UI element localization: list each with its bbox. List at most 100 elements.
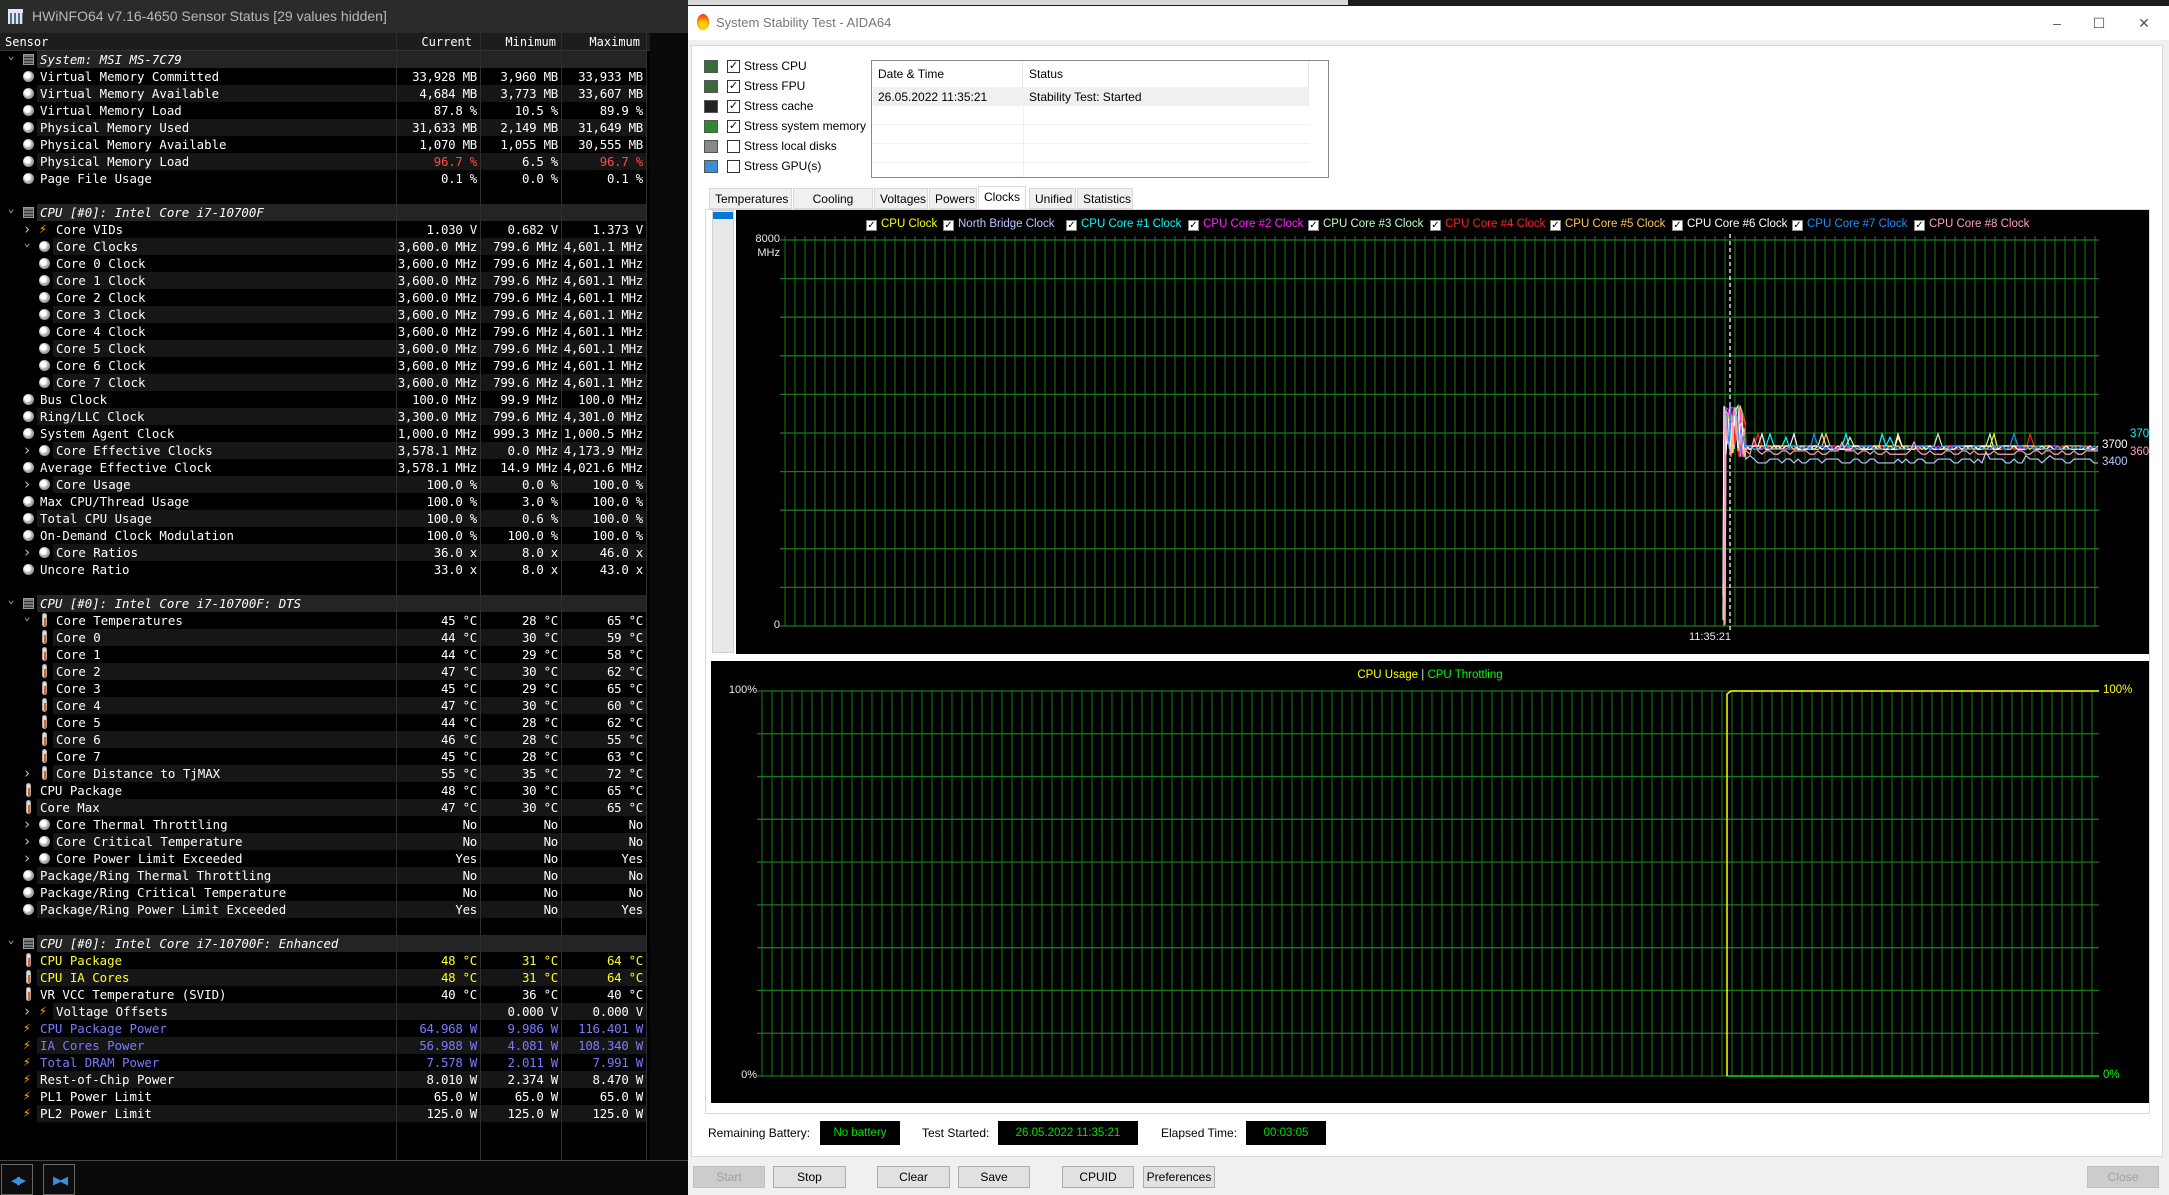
chevron-right-icon[interactable]: › — [22, 764, 32, 782]
sensor-row[interactable]: Physical Memory Load 96.7 % 6.5 % 96.7 % — [0, 153, 646, 170]
sensor-row[interactable]: ⚡ IA Cores Power 56.988 W 4.081 W 108.340 W — [0, 1037, 646, 1054]
legend-item[interactable]: ✓ CPU Core #8 Clock — [1914, 218, 2029, 231]
sensor-row[interactable]: CPU IA Cores 48 °C 31 °C 64 °C — [0, 969, 646, 986]
stress-option-label[interactable]: Stress cache — [744, 99, 814, 113]
close-button[interactable]: Close — [2087, 1166, 2159, 1188]
legend-checkbox[interactable]: ✓ — [866, 220, 877, 231]
chevron-right-icon[interactable]: › — [22, 441, 32, 459]
start-button[interactable]: Start — [693, 1166, 765, 1188]
sensor-row[interactable]: Core 6 46 °C 28 °C 55 °C — [0, 731, 646, 748]
column-header-current[interactable]: Current — [421, 35, 472, 49]
legend-item[interactable]: ✓ CPU Core #6 Clock — [1672, 218, 1787, 231]
sensor-row[interactable]: › Core Effective Clocks 3,578.1 MHz 0.0 MHz… — [0, 442, 646, 459]
chevron-down-icon[interactable]: ⌄ — [23, 236, 31, 249]
sensor-row[interactable]: › Core Distance to TjMAX 55 °C 35 °C 72 °C — [0, 765, 646, 782]
sensor-row[interactable]: Core 3 Clock 3,600.0 MHz 799.6 MHz 4,601.1 … — [0, 306, 646, 323]
log-row[interactable]: 26.05.2022 11:35:21 Stability Test: Star… — [873, 87, 1309, 106]
legend-checkbox[interactable]: ✓ — [1430, 220, 1441, 231]
sensor-group-row[interactable]: ⌄ CPU [#0]: Intel Core i7-10700F: Enhance… — [0, 933, 646, 952]
chevron-right-icon[interactable]: › — [22, 1002, 32, 1020]
legend-item[interactable]: ✓ CPU Core #3 Clock — [1308, 218, 1423, 231]
legend-item[interactable]: ✓ CPU Clock — [866, 218, 937, 231]
legend-item[interactable]: ✓ CPU Core #4 Clock — [1430, 218, 1545, 231]
sensor-row[interactable]: On-Demand Clock Modulation 100.0 % 100.0 %… — [0, 527, 646, 544]
minimize-button[interactable]: – — [2053, 15, 2061, 31]
legend-checkbox[interactable]: ✓ — [1308, 220, 1319, 231]
sensor-row[interactable]: Core 2 Clock 3,600.0 MHz 799.6 MHz 4,601.1 … — [0, 289, 646, 306]
stress-option-label[interactable]: Stress GPU(s) — [744, 159, 822, 173]
sensor-group-row[interactable]: ⌄ CPU [#0]: Intel Core i7-10700F — [0, 202, 646, 221]
sensor-group-row[interactable]: ⌄ System: MSI MS-7C79 — [0, 51, 646, 68]
tab-statistics[interactable]: Statistics — [1077, 188, 1133, 209]
column-divider[interactable] — [396, 33, 397, 1160]
legend-checkbox[interactable]: ✓ — [1672, 220, 1683, 231]
sensor-row[interactable]: › Core Power Limit Exceeded Yes No Yes — [0, 850, 646, 867]
sensor-row[interactable]: › Core Critical Temperature No No No — [0, 833, 646, 850]
tab-temperatures[interactable]: Temperatures — [709, 188, 792, 209]
chevron-down-icon[interactable]: ⌄ — [7, 202, 15, 215]
stress-checkbox[interactable] — [727, 140, 740, 153]
stress-checkbox[interactable] — [727, 160, 740, 173]
legend-item[interactable]: ✓ CPU Core #5 Clock — [1550, 218, 1665, 231]
sensor-row[interactable]: Core Max 47 °C 30 °C 65 °C — [0, 799, 646, 816]
sensor-row[interactable]: Core 7 Clock 3,600.0 MHz 799.6 MHz 4,601.1 … — [0, 374, 646, 391]
sensor-row[interactable]: Core 5 44 °C 28 °C 62 °C — [0, 714, 646, 731]
sensor-row[interactable]: Average Effective Clock 3,578.1 MHz 14.9 M… — [0, 459, 646, 476]
sensor-row[interactable]: ⚡ Rest-of-Chip Power 8.010 W 2.374 W 8.470 W — [0, 1071, 646, 1088]
sensor-row[interactable]: Core 4 47 °C 30 °C 60 °C — [0, 697, 646, 714]
log-header-status[interactable]: Status — [1023, 61, 1309, 87]
column-header-maximum[interactable]: Maximum — [589, 35, 640, 49]
chevron-down-icon[interactable]: ⌄ — [7, 51, 15, 62]
chevron-right-icon[interactable]: › — [22, 832, 32, 850]
chevron-right-icon[interactable]: › — [22, 543, 32, 561]
sensor-row[interactable]: ⚡ Total DRAM Power 7.578 W 2.011 W 7.991 W — [0, 1054, 646, 1071]
stress-checkbox[interactable]: ✓ — [727, 80, 740, 93]
graph-scrollbar[interactable] — [712, 210, 734, 653]
legend-checkbox[interactable]: ✓ — [943, 220, 954, 231]
sensor-row[interactable]: Core 4 Clock 3,600.0 MHz 799.6 MHz 4,601.1 … — [0, 323, 646, 340]
sensor-row[interactable]: ⚡ PL1 Power Limit 65.0 W 65.0 W 65.0 W — [0, 1088, 646, 1105]
sensor-row[interactable]: System Agent Clock 1,000.0 MHz 999.3 MHz 1,… — [0, 425, 646, 442]
stress-checkbox[interactable]: ✓ — [727, 60, 740, 73]
legend-checkbox[interactable]: ✓ — [1792, 220, 1803, 231]
chevron-right-icon[interactable]: › — [22, 815, 32, 833]
sensor-row[interactable]: ⚡ PL2 Power Limit 125.0 W 125.0 W 125.0 W — [0, 1105, 646, 1122]
legend-item[interactable]: ✓ North Bridge Clock — [943, 218, 1055, 231]
sensor-row[interactable]: Total CPU Usage 100.0 % 0.6 % 100.0 % — [0, 510, 646, 527]
sensor-row[interactable]: ⚡ CPU Package Power 64.968 W 9.986 W 116.401… — [0, 1020, 646, 1037]
sensor-row[interactable]: Ring/LLC Clock 3,300.0 MHz 799.6 MHz 4,301.… — [0, 408, 646, 425]
tab-clocks[interactable]: Clocks — [978, 186, 1026, 210]
tab-voltages[interactable]: Voltages — [874, 188, 928, 209]
sensor-row[interactable]: CPU Package 48 °C 30 °C 65 °C — [0, 782, 646, 799]
sensor-row[interactable]: Page File Usage 0.1 % 0.0 % 0.1 % — [0, 170, 646, 187]
chevron-down-icon[interactable]: ⌄ — [7, 933, 15, 946]
sensor-row[interactable]: Bus Clock 100.0 MHz 99.9 MHz 100.0 MHz — [0, 391, 646, 408]
sensor-row[interactable]: Core 1 44 °C 29 °C 58 °C — [0, 646, 646, 663]
chevron-down-icon[interactable]: ⌄ — [23, 610, 31, 623]
stress-option-label[interactable]: Stress CPU — [744, 59, 807, 73]
sensor-row[interactable]: Virtual Memory Available 4,684 MB 3,773 MB… — [0, 85, 646, 102]
preferences-button[interactable]: Preferences — [1143, 1166, 1215, 1188]
sensor-group-row[interactable]: ⌄ CPU [#0]: Intel Core i7-10700F: DTS — [0, 593, 646, 612]
tab-powers[interactable]: Powers — [929, 188, 977, 209]
sensor-row[interactable]: Core 3 45 °C 29 °C 65 °C — [0, 680, 646, 697]
cpuid-button[interactable]: CPUID — [1062, 1166, 1134, 1188]
sensor-row[interactable]: Core 2 47 °C 30 °C 62 °C — [0, 663, 646, 680]
legend-item[interactable]: ✓ CPU Core #2 Clock — [1188, 218, 1303, 231]
stress-option-label[interactable]: Stress local disks — [744, 139, 837, 153]
sensor-row[interactable]: Package/Ring Power Limit Exceeded Yes No Ye… — [0, 901, 646, 918]
event-log-table[interactable]: Date & Time Status 26.05.2022 11:35:21 S… — [871, 60, 1329, 178]
sensor-row[interactable]: ⌄ Core Temperatures 45 °C 28 °C 65 °C — [0, 610, 646, 629]
sensor-row[interactable]: Core 6 Clock 3,600.0 MHz 799.6 MHz 4,601.1 … — [0, 357, 646, 374]
sensor-row[interactable]: Physical Memory Used 31,633 MB 2,149 MB 31,… — [0, 119, 646, 136]
stress-checkbox[interactable]: ✓ — [727, 100, 740, 113]
legend-item[interactable]: ✓ CPU Core #7 Clock — [1792, 218, 1907, 231]
sensor-row[interactable]: › ⚡ Voltage Offsets 0.000 V 0.000 V — [0, 1003, 646, 1020]
sensor-row[interactable]: › Core Usage 100.0 % 0.0 % 100.0 % — [0, 476, 646, 493]
sensor-row[interactable]: Uncore Ratio 33.0 x 8.0 x 43.0 x — [0, 561, 646, 578]
legend-checkbox[interactable]: ✓ — [1914, 220, 1925, 231]
chevron-right-icon[interactable]: › — [22, 475, 32, 493]
column-divider[interactable] — [480, 33, 481, 1160]
sensor-row[interactable]: › Core Ratios 36.0 x 8.0 x 46.0 x — [0, 544, 646, 561]
stress-option-label[interactable]: Stress system memory — [744, 119, 867, 133]
